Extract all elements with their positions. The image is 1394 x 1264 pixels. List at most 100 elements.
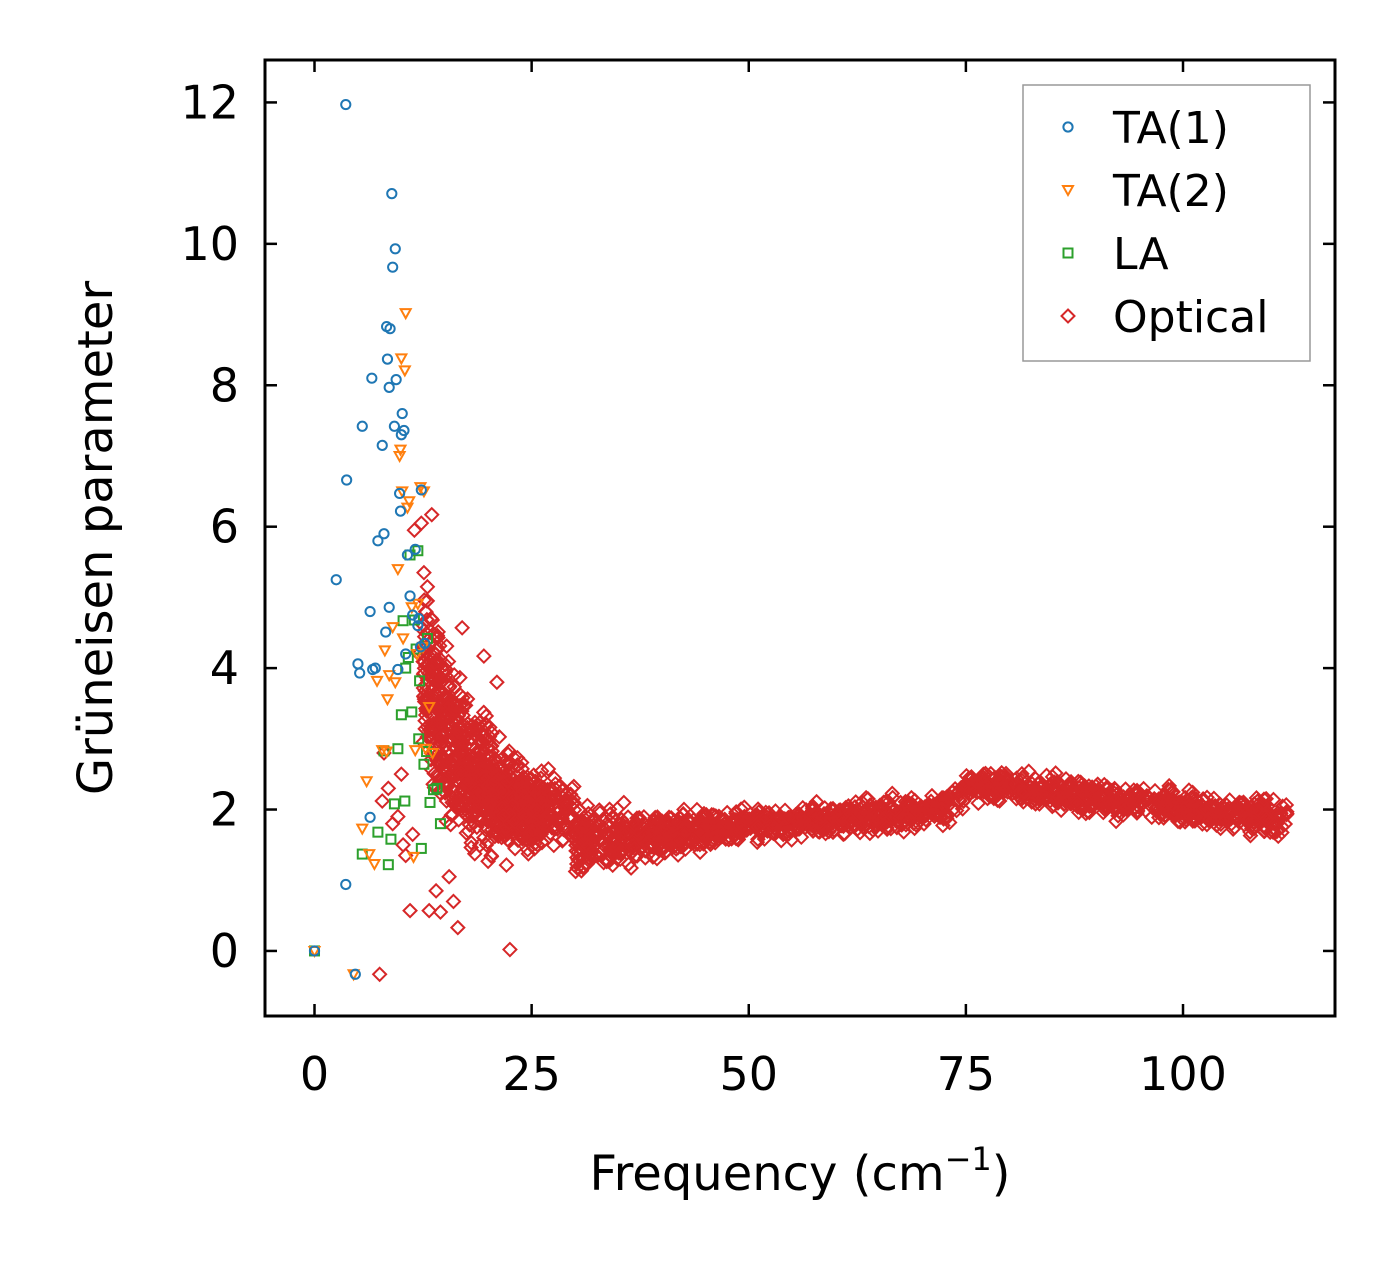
optical-point: [670, 847, 687, 863]
optical-point: [1265, 791, 1282, 808]
optical-point: [609, 850, 626, 867]
optical-point: [554, 789, 571, 806]
data-point-ta2: [411, 598, 425, 611]
optical-point: [488, 773, 505, 790]
optical-point: [430, 653, 446, 670]
optical-point: [1035, 790, 1052, 806]
optical-point: [1243, 820, 1260, 837]
data-point-ta2: [393, 444, 408, 457]
optical-point: [1155, 810, 1172, 826]
optical-point: [416, 564, 432, 581]
optical-point: [1075, 798, 1092, 815]
optical-point: [1243, 813, 1259, 830]
data-point-ta1: [308, 945, 321, 957]
data-point-la: [397, 615, 409, 627]
optical-point: [431, 637, 448, 654]
optical-point: [637, 842, 654, 859]
y-axis-ticks: 0 2 4 6 8 10 12: [180, 75, 1335, 978]
x-tick-label: 0: [300, 1047, 329, 1101]
data-point-ta1: [400, 648, 412, 660]
data-point-ta2: [422, 701, 436, 715]
data-point-ta1: [419, 637, 431, 649]
optical-point: [547, 787, 564, 804]
optical-point: [1203, 797, 1220, 814]
optical-point: [520, 845, 537, 862]
optical-point: [714, 822, 731, 838]
optical-point: [1258, 811, 1275, 828]
optical-point: [450, 736, 467, 752]
optical-point: [1076, 790, 1093, 807]
optical-point: [542, 806, 559, 823]
optical-point: [568, 842, 584, 859]
data-point-ta1: [381, 353, 394, 365]
data-point-la: [415, 842, 427, 854]
optical-point: [438, 773, 455, 789]
optical-point: [1115, 806, 1132, 823]
optical-point: [459, 716, 476, 732]
optical-point: [485, 816, 502, 833]
optical-point: [463, 729, 480, 746]
optical-point: [716, 811, 733, 828]
optical-point: [1274, 798, 1291, 815]
optical-point: [884, 785, 901, 802]
optical-point: [520, 823, 537, 840]
optical-point: [555, 821, 572, 838]
optical-point: [455, 795, 472, 812]
optical-point: [435, 662, 452, 679]
optical-point: [1262, 824, 1279, 841]
optical-point: [479, 806, 496, 823]
optical-point: [803, 815, 820, 831]
optical-point: [371, 966, 388, 983]
data-point-ta1: [404, 590, 416, 602]
data-point-ta1: [364, 811, 376, 823]
optical-point: [413, 515, 430, 532]
optical-point: [672, 829, 689, 846]
optical-point: [456, 697, 473, 714]
optical-point: [808, 803, 825, 820]
data-point-ta1: [387, 261, 399, 273]
optical-point: [505, 757, 522, 774]
optical-point: [432, 737, 449, 754]
optical-point: [424, 612, 441, 628]
optical-point: [393, 766, 410, 783]
x-tick-label: 100: [1139, 1047, 1227, 1101]
optical-point: [565, 796, 582, 813]
optical-point: [430, 693, 447, 710]
data-point-la: [406, 706, 418, 718]
data-point-ta2: [359, 776, 374, 789]
optical-point: [941, 814, 958, 831]
optical-point: [1172, 814, 1189, 830]
optical-point: [703, 806, 720, 823]
optical-point: [612, 845, 629, 862]
optical-point: [649, 850, 665, 867]
optical-point: [1238, 810, 1255, 827]
data-point-ta1: [376, 439, 388, 451]
data-point-ta1: [364, 605, 376, 618]
optical-point: [374, 793, 391, 809]
optical-point: [726, 820, 743, 837]
optical-point: [1184, 813, 1201, 829]
optical-point: [976, 779, 993, 796]
data-point-ta1: [415, 484, 427, 496]
data-point-ta1: [389, 243, 401, 255]
optical-point: [506, 805, 523, 822]
optical-point: [835, 825, 852, 842]
optical-point: [1277, 816, 1294, 832]
optical-point: [533, 763, 550, 780]
optical-point: [994, 779, 1011, 796]
optical-point: [1044, 774, 1061, 791]
optical-point: [562, 807, 579, 824]
optical-point: [1103, 796, 1120, 813]
optical-point: [539, 805, 556, 822]
optical-point: [864, 813, 881, 830]
data-point-la: [392, 743, 404, 755]
optical-point: [421, 902, 438, 919]
optical-point: [1107, 781, 1124, 798]
optical-point: [816, 799, 833, 816]
data-point-ta2: [370, 675, 384, 688]
optical-point: [487, 750, 503, 767]
optical-point: [513, 826, 530, 843]
optical-point: [453, 800, 470, 817]
data-point-la: [400, 662, 412, 674]
